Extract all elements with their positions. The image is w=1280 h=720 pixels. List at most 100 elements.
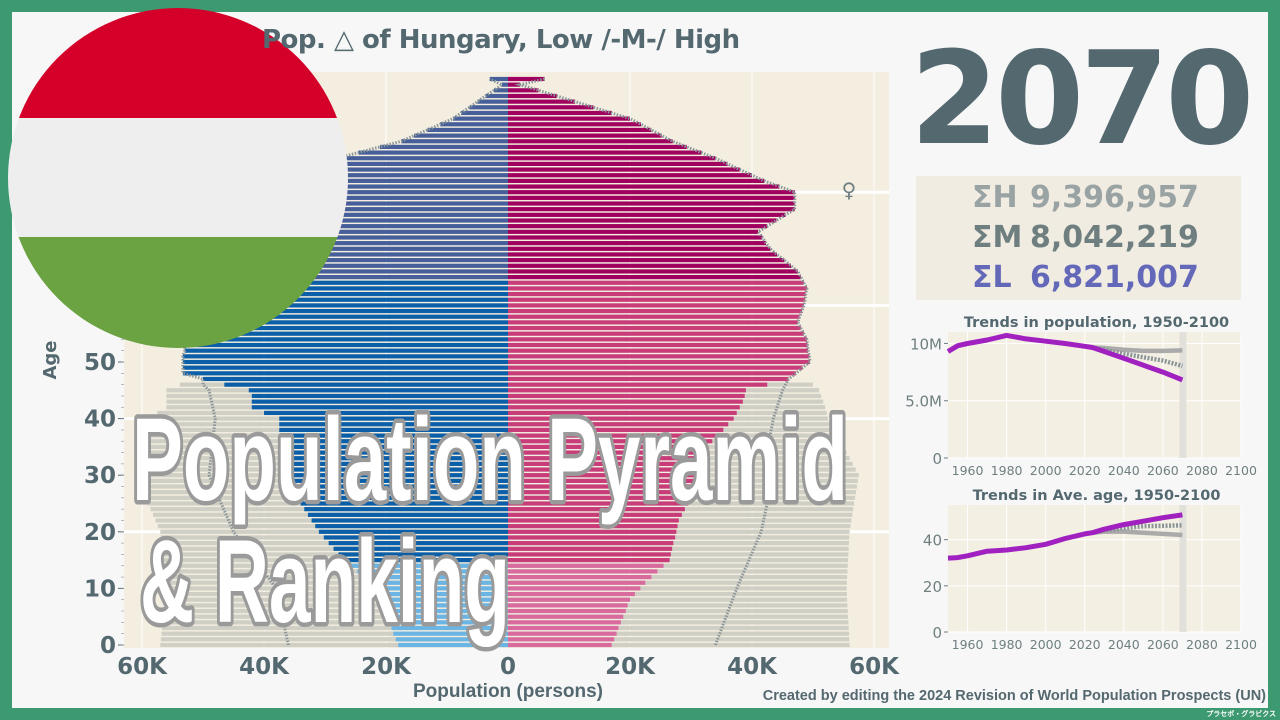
female-bar [508, 490, 695, 495]
high-female-bar [508, 637, 850, 642]
high-female-bar [508, 541, 849, 546]
total-medium-label: ΣM [972, 220, 1023, 255]
male-bar [260, 184, 508, 189]
male-bar [290, 450, 508, 455]
female-bar [508, 252, 778, 257]
male-bar [279, 433, 508, 438]
high-female-bar [508, 529, 850, 534]
female-bar [508, 127, 652, 133]
male-bar [187, 286, 508, 291]
male-bar [190, 280, 509, 285]
female-bar [508, 320, 798, 325]
male-bar [371, 586, 508, 591]
mini-y-tick-label: 0 [932, 624, 942, 642]
male-bar [295, 484, 508, 489]
female-bar [508, 580, 646, 585]
female-bar [508, 586, 641, 591]
female-bar [508, 541, 674, 546]
x-tick-label: 40K [727, 654, 778, 680]
male-bar [414, 133, 508, 138]
female-bar [508, 410, 737, 416]
male-bar [379, 144, 508, 150]
female-bar [508, 365, 803, 370]
female-bar [508, 507, 685, 512]
male-bar [321, 161, 508, 166]
male-bar [382, 603, 508, 608]
male-bar [337, 156, 508, 161]
female-bar [508, 591, 635, 597]
male-bar [311, 518, 508, 523]
high-female-bar [508, 597, 848, 602]
mini-x-tick-label: 2060 [1147, 637, 1179, 652]
male-bar [203, 269, 508, 274]
current-year-marker [1179, 332, 1187, 458]
female-bar [508, 105, 594, 110]
male-bar [291, 473, 508, 478]
male-bar [358, 150, 508, 155]
male-bar [245, 229, 508, 234]
female-bar [508, 150, 702, 155]
y-tick-label: 20 [84, 520, 116, 546]
female-bar [508, 342, 808, 348]
female-bar [508, 399, 743, 404]
male-bar [350, 563, 508, 568]
male-bar [291, 173, 508, 178]
high-female-bar [508, 574, 848, 580]
mini-x-tick-label: 2020 [1069, 637, 1101, 652]
female-bar [508, 597, 630, 602]
x-tick-label: 40K [239, 654, 290, 680]
female-bar [508, 258, 785, 263]
medium-variant-line [1092, 523, 1183, 535]
y-tick-label: 40 [84, 407, 116, 433]
female-bar [508, 608, 626, 614]
medium-female-line [514, 77, 812, 646]
male-bar [251, 393, 509, 399]
male-bar [248, 388, 508, 393]
male-bar [489, 76, 508, 82]
female-bar [508, 631, 617, 636]
female-bar [508, 388, 746, 393]
male-bar [307, 512, 508, 517]
male-bar [221, 252, 509, 257]
male-bar [233, 241, 508, 246]
female-bar [508, 625, 619, 631]
male-bar [236, 212, 509, 217]
female-bar [508, 212, 786, 217]
female-bar [508, 218, 777, 223]
female-bar [508, 535, 676, 540]
female-bar [508, 314, 800, 319]
male-bar [368, 580, 508, 585]
female-bar [508, 161, 728, 166]
mini-x-tick-label: 2080 [1186, 463, 1218, 478]
mini-x-tick-label: 2020 [1069, 463, 1101, 478]
male-bar [364, 574, 508, 580]
credit-text: プラセボ・グラビクス [1206, 710, 1276, 718]
y-tick-label: 0 [100, 633, 116, 659]
total-high-label: ΣH [972, 180, 1018, 215]
mini-x-tick-label: 2040 [1108, 463, 1140, 478]
female-bar [508, 382, 768, 387]
female-bar [508, 246, 771, 251]
male-bar [233, 207, 508, 212]
mini-x-tick-label: 1960 [952, 463, 984, 478]
male-bar [398, 642, 508, 648]
female-bar [508, 501, 688, 506]
male-bar [187, 303, 508, 308]
male-bar [279, 439, 508, 444]
high-male-bar [165, 574, 508, 580]
mini-x-tick-label: 1960 [952, 637, 984, 652]
female-bar [508, 207, 795, 212]
male-bar [193, 314, 508, 319]
male-bar [182, 365, 508, 370]
male-bar [239, 195, 508, 200]
male-bar [501, 82, 508, 87]
female-bar [508, 303, 804, 308]
total-low-label: ΣL [972, 260, 1012, 295]
female-bar [508, 201, 795, 206]
female-bar [508, 190, 795, 195]
female-bar [508, 88, 539, 93]
male-bar [239, 235, 508, 240]
year-display: 2070 [910, 25, 1254, 174]
male-bar [338, 552, 508, 557]
